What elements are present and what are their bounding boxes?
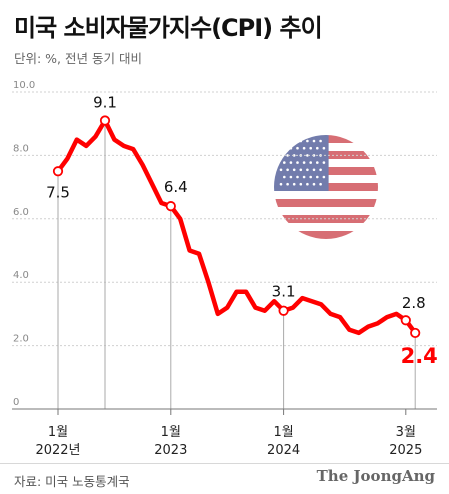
data-point-marker [99,115,111,126]
source-note: 자료: 미국 노동통계국 [14,474,130,489]
annotation-points [52,115,421,339]
x-tick-month: 1월 [48,425,68,440]
data-point-marker [52,166,64,177]
data-label: 2.8 [402,294,426,312]
chart-title: 미국 소비자물가지수(CPI) 추이 [14,14,323,42]
data-point-marker [278,305,289,316]
unit-note: 단위: %, 전년 동기 대비 [14,51,142,66]
y-tick-label: 2.0 [13,334,29,345]
y-tick-label: 8.0 [13,143,29,154]
y-tick-label: 0 [13,397,19,408]
y-tick-label: 6.0 [13,207,29,218]
x-tick-month: 1월 [273,425,293,440]
x-tick-year: 2022년 [35,443,80,458]
x-tick-year: 2023 [154,443,187,458]
x-tick-year: 2025 [389,443,422,458]
y-tick-label: 4.0 [13,270,29,281]
data-point-marker [165,201,176,212]
cpi-series [55,118,418,336]
data-label: 3.1 [272,283,296,301]
x-tick-month: 3월 [396,425,416,440]
x-tick-month: 1월 [161,425,181,440]
data-point-marker [400,315,411,326]
y-gridlines [12,91,437,347]
y-tick-label: 10.0 [13,80,35,91]
us-flag-icon [274,135,378,239]
data-label: 2.4 [401,344,438,368]
x-tick-year: 2024 [267,443,300,458]
y-tick-labels: 0 2.0 4.0 6.0 8.0 10.0 [13,80,35,408]
footer-divider [0,463,449,464]
data-label: 7.5 [46,183,70,201]
data-label: 9.1 [93,94,117,112]
data-labels: 7.5 9.1 6.4 3.1 2.8 2.4 [46,94,438,368]
cpi-line [55,118,418,336]
data-point-marker [410,327,421,339]
annotation-drop-lines [57,120,416,409]
data-label: 6.4 [164,178,188,196]
x-axis: 1월 2022년 1월 2023 1월 2024 3월 2025 [12,408,437,458]
brand-logo: The JoongAng [316,467,435,485]
